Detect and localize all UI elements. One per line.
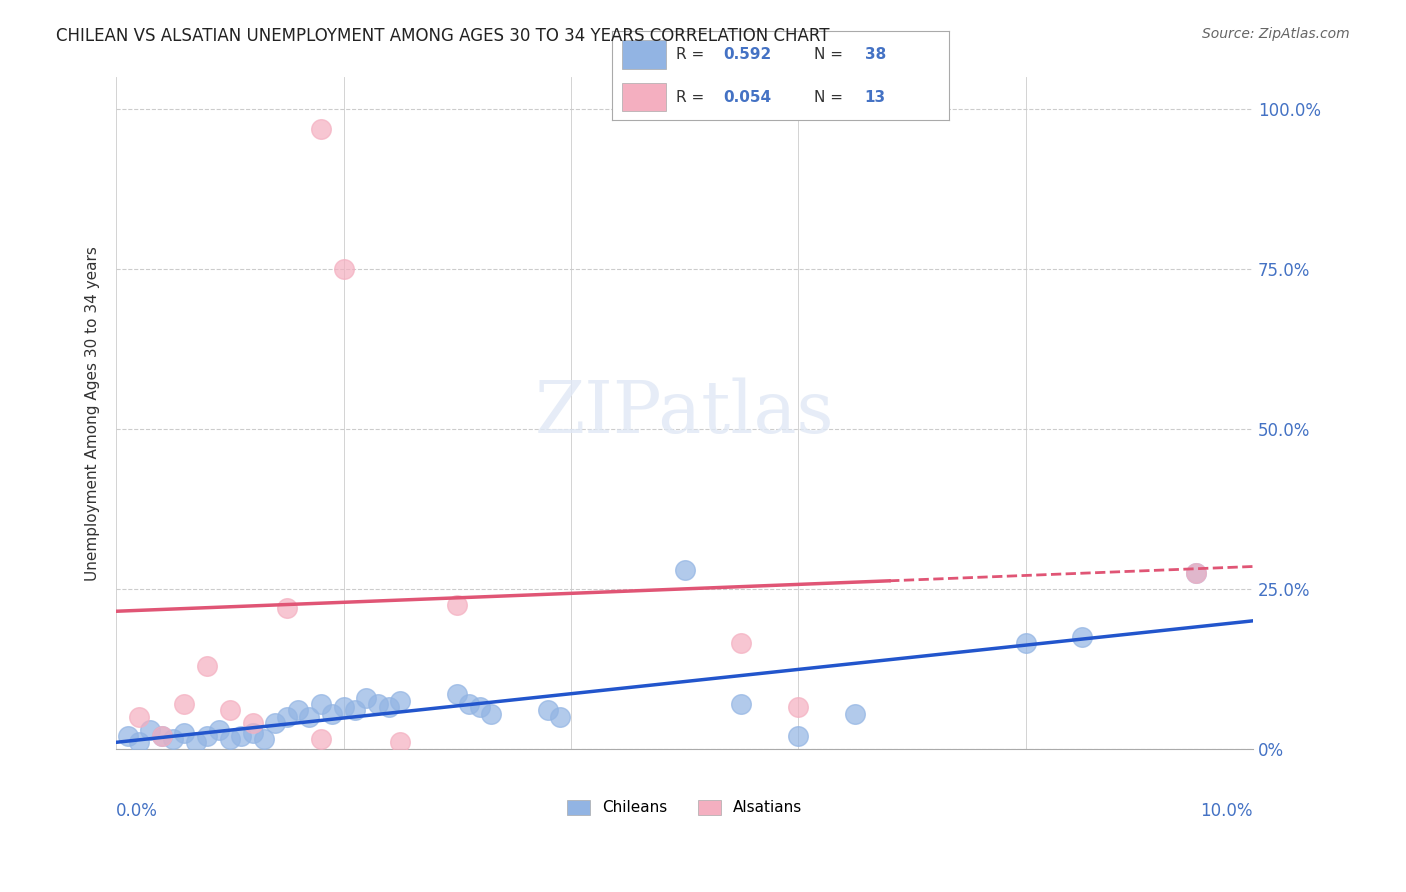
Point [309,121,332,136]
Text: R =: R = [676,47,709,62]
Text: 13: 13 [865,90,886,104]
FancyBboxPatch shape [621,83,665,112]
Text: N =: N = [814,47,848,62]
Text: ZIPatlas: ZIPatlas [534,378,834,449]
Point [207,723,229,737]
Point [150,729,173,743]
Text: 38: 38 [865,47,886,62]
Text: 0.592: 0.592 [723,47,772,62]
Point [264,716,287,731]
Point [309,732,332,747]
Legend: Chileans, Alsatians: Chileans, Alsatians [561,793,808,822]
Point [195,658,218,673]
Point [673,563,696,577]
Point [128,735,150,749]
Point [117,729,139,743]
Text: 0.0%: 0.0% [117,803,157,821]
Point [128,710,150,724]
FancyBboxPatch shape [621,40,665,69]
Point [162,732,184,747]
Point [457,697,479,711]
Y-axis label: Unemployment Among Ages 30 to 34 years: Unemployment Among Ages 30 to 34 years [86,245,100,581]
Point [321,706,343,721]
Point [537,703,560,717]
Point [276,601,298,615]
Point [730,636,752,650]
Point [730,697,752,711]
Point [332,700,354,714]
Point [343,703,366,717]
Text: N =: N = [814,90,848,104]
Point [446,687,468,701]
Point [150,729,173,743]
Text: R =: R = [676,90,709,104]
Point [309,697,332,711]
Text: 0.054: 0.054 [723,90,770,104]
Point [389,694,412,708]
Point [378,700,401,714]
Point [253,732,276,747]
Point [195,729,218,743]
Point [356,690,378,705]
Text: Source: ZipAtlas.com: Source: ZipAtlas.com [1202,27,1350,41]
Point [548,710,571,724]
Text: CHILEAN VS ALSATIAN UNEMPLOYMENT AMONG AGES 30 TO 34 YEARS CORRELATION CHART: CHILEAN VS ALSATIAN UNEMPLOYMENT AMONG A… [56,27,830,45]
Point [1185,566,1208,580]
Point [231,729,253,743]
Point [1071,630,1094,644]
Point [446,598,468,612]
Point [173,697,195,711]
Point [219,703,242,717]
Point [468,700,491,714]
Point [139,723,162,737]
Point [1185,566,1208,580]
Point [389,735,412,749]
Point [287,703,309,717]
Point [219,732,242,747]
Point [787,700,810,714]
Point [276,710,298,724]
Point [242,716,264,731]
Point [1014,636,1036,650]
Point [844,706,866,721]
Point [479,706,502,721]
Text: 10.0%: 10.0% [1201,803,1253,821]
Point [184,735,207,749]
Point [173,725,195,739]
Point [242,725,264,739]
Point [298,710,321,724]
Point [787,729,810,743]
Point [367,697,389,711]
Point [332,262,354,277]
